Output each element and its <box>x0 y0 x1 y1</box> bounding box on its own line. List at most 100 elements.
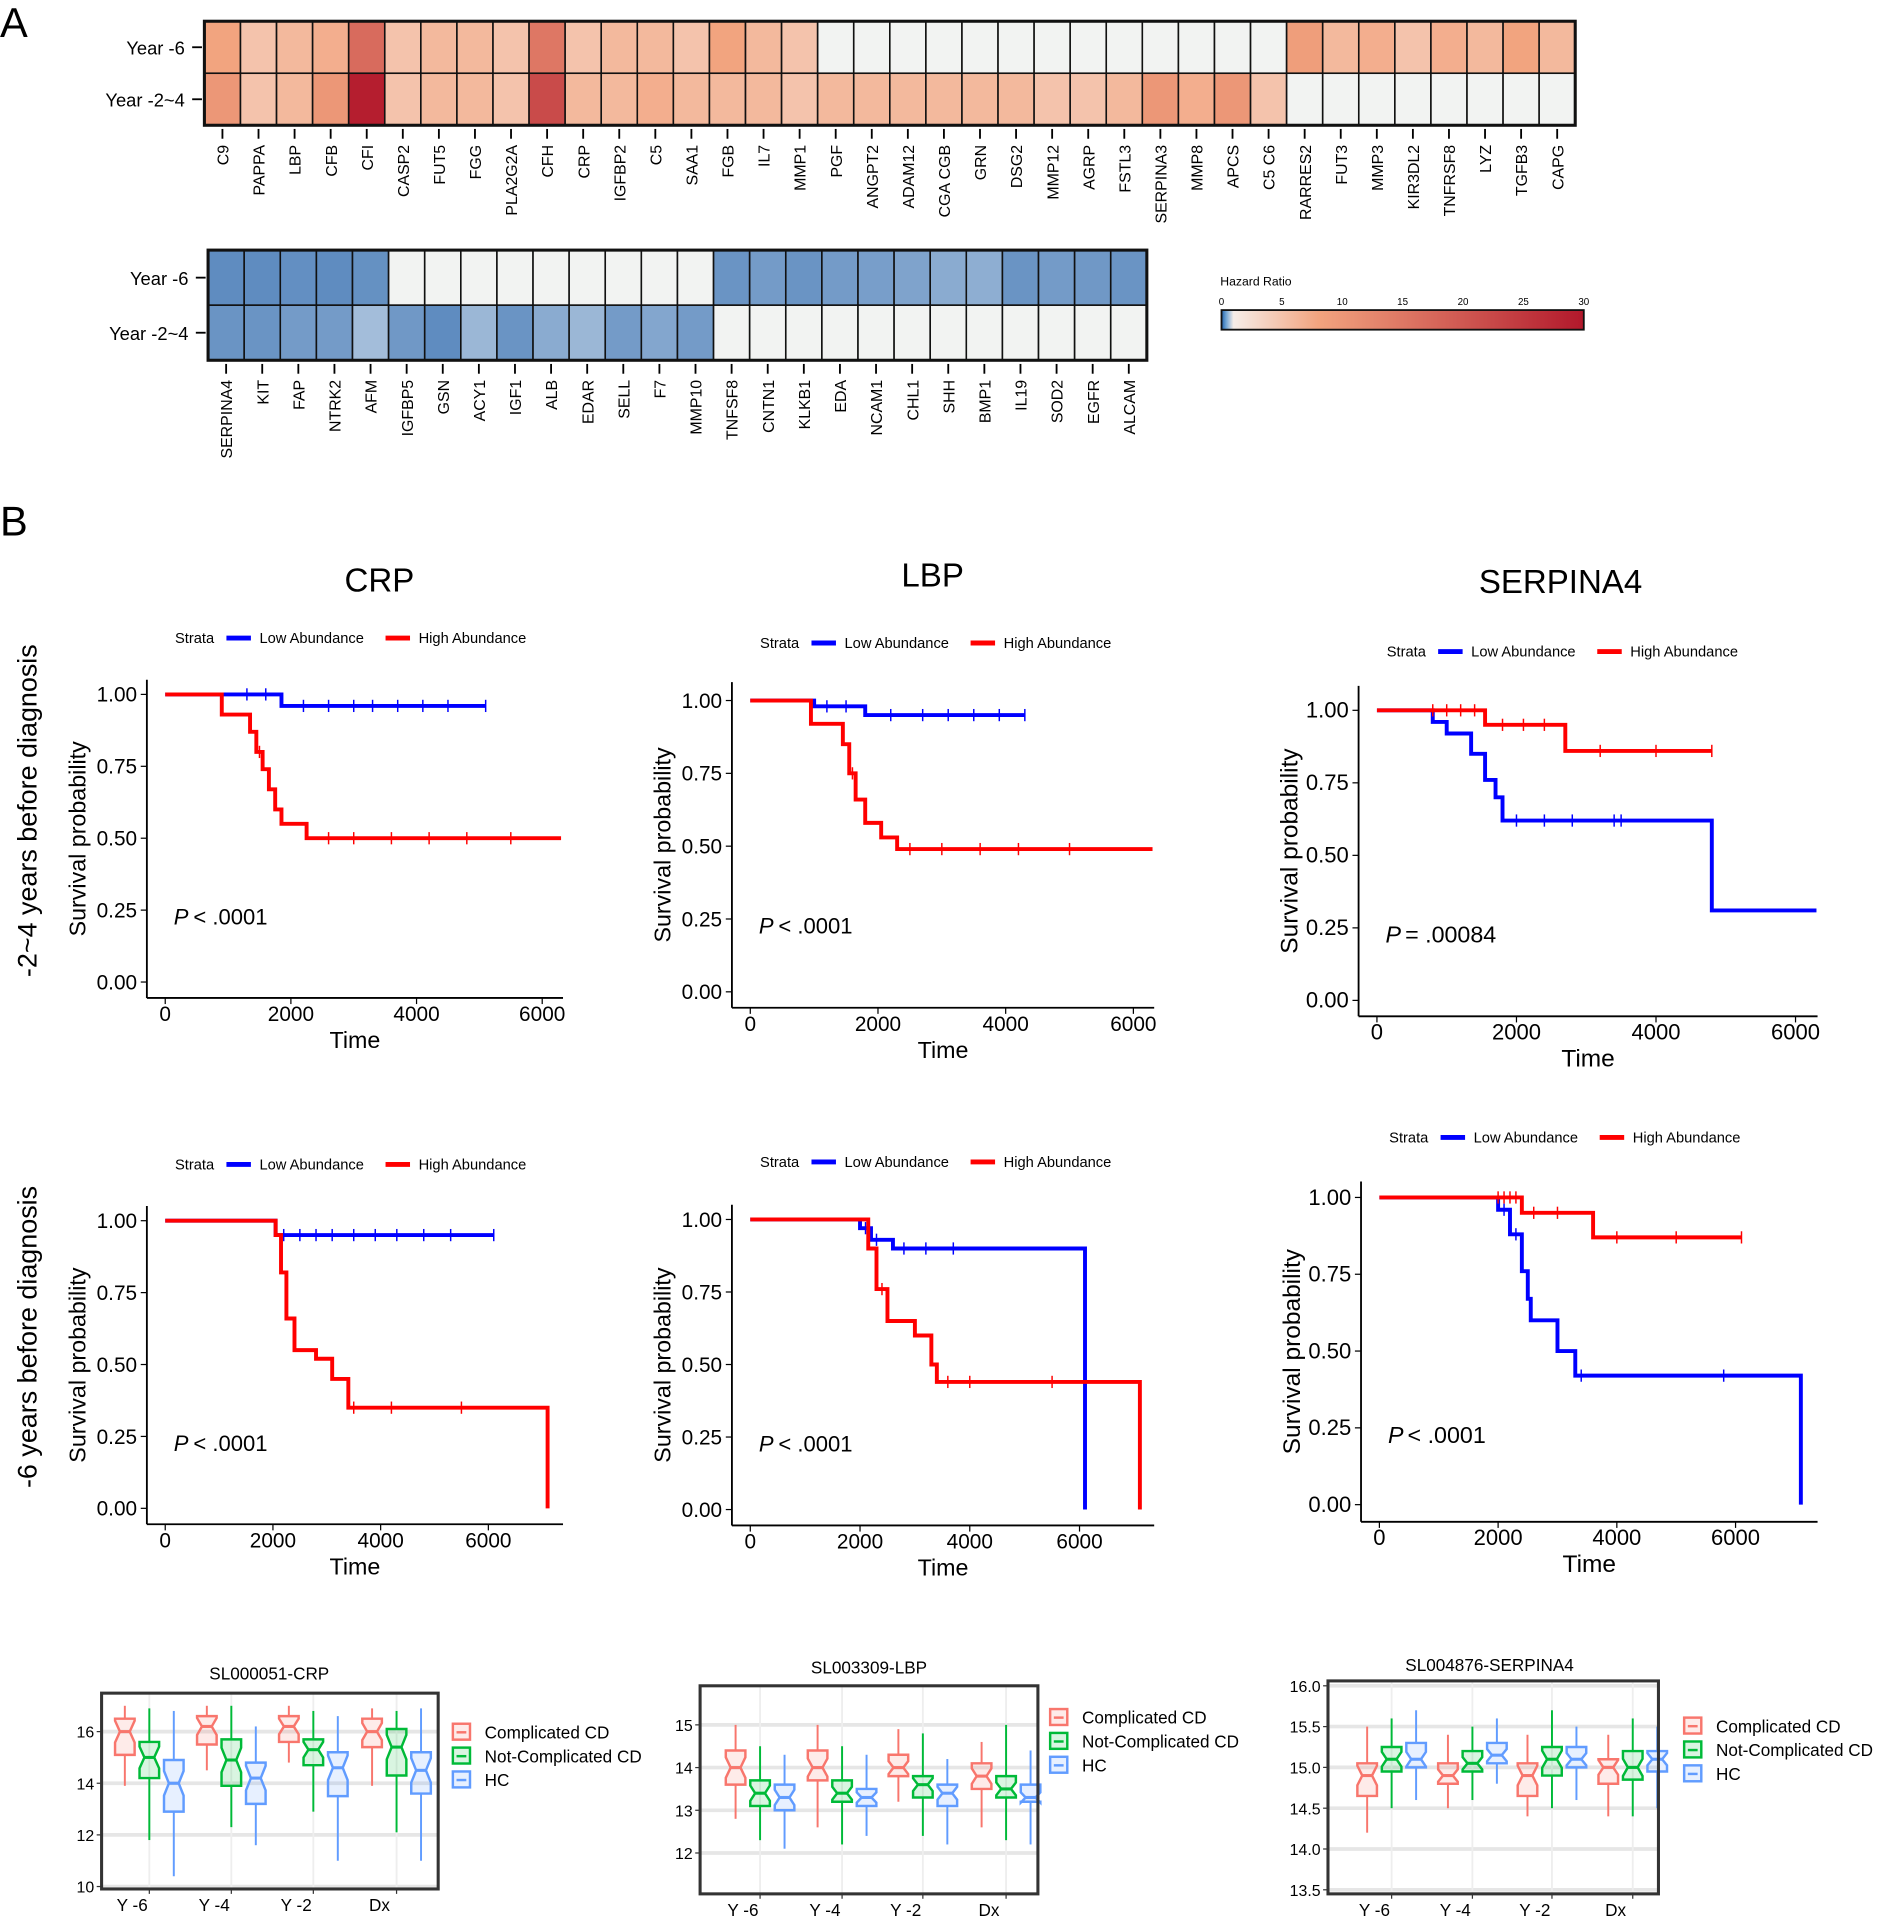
y-tick-label: 0.25 <box>97 1426 137 1449</box>
y-tick-label: 14.5 <box>1290 1801 1321 1818</box>
x-axis-label: Time <box>330 1027 381 1053</box>
x-tick-label: Y -4 <box>809 1900 841 1920</box>
x-tick-label: 4000 <box>1632 1020 1681 1045</box>
heatmap-cell <box>929 249 968 306</box>
heatmap-column-label: CRP <box>576 145 593 179</box>
heatmap-cell <box>1141 20 1180 75</box>
heatmap-cell <box>1394 72 1432 127</box>
x-tick-label: 6000 <box>1711 1525 1760 1550</box>
heatmap-cell <box>1357 72 1396 127</box>
heatmap-column-label: IL7 <box>757 145 774 167</box>
y-axis-label: Survival probability <box>650 1267 676 1463</box>
heatmap-cell <box>243 304 282 362</box>
legend-strata-label: Strata <box>175 1157 215 1173</box>
heatmap-cell <box>821 304 859 362</box>
x-tick-label: Dx <box>978 1900 999 1920</box>
legend-strata-label: Strata <box>1387 644 1427 660</box>
legend-label: High Abundance <box>1633 1130 1741 1146</box>
colorbar-tick-label: 5 <box>1279 297 1285 308</box>
legend-label: High Abundance <box>1630 644 1738 660</box>
heatmap-cell <box>311 72 350 127</box>
x-tick-label: 0 <box>1371 1020 1383 1045</box>
km-lbp-6: Strata Low Abundance High Abundance 0.00 0.2… <box>650 1155 1155 1581</box>
notched-box <box>911 1774 934 1799</box>
x-tick-label: 4000 <box>358 1529 404 1552</box>
heatmap-row-label: Year -2~4 <box>109 323 188 344</box>
heatmap-cell <box>784 249 823 306</box>
heatmap-row-label: Year -6 <box>130 268 188 289</box>
heatmap-cell <box>1105 20 1144 75</box>
heatmap-column-label: EDAR <box>580 380 597 424</box>
y-tick-label: 16 <box>77 1725 95 1742</box>
x-tick-label: 4000 <box>393 1003 439 1026</box>
legend-label: High Abundance <box>1004 636 1112 652</box>
heatmap-cell <box>1033 20 1071 75</box>
heatmap-column-label: CFB <box>324 145 341 177</box>
heatmap-cell <box>532 304 570 362</box>
notched-box <box>113 1717 136 1757</box>
legend-label: HC <box>1716 1764 1741 1784</box>
heatmap-cell <box>712 249 751 306</box>
heatmap-cell <box>243 249 282 306</box>
notched-box <box>806 1749 829 1782</box>
heatmap-cell <box>816 20 855 75</box>
survival-curve-high <box>750 1217 1142 1510</box>
notched-box <box>326 1751 349 1798</box>
y-tick-label: 1.00 <box>682 690 722 713</box>
heatmap-cell <box>893 249 931 306</box>
heatmap-column-label: IL19 <box>1014 380 1031 411</box>
heatmap-column-label: FUT3 <box>1334 145 1351 185</box>
survival-curve-high <box>165 1218 550 1509</box>
boxplot-title: SL004876-SERPINA4 <box>1405 1655 1574 1675</box>
heatmap-cell <box>1285 72 1324 127</box>
heatmap-cell <box>1430 20 1468 75</box>
survival-curve-low <box>750 1217 1087 1510</box>
plot-frame <box>698 1684 1040 1896</box>
heatmap-column-label: ANGPT2 <box>865 145 882 209</box>
heatmap-cell <box>564 72 603 127</box>
y-tick-label: 0.00 <box>97 1498 137 1521</box>
notched-box <box>1485 1741 1508 1765</box>
p-value-symbol: P <box>759 1432 774 1457</box>
boxplot-9: SL000051-CRP 10 12 14 16 Y -6 Y -4 Y -2 Dx Compli… <box>77 1664 642 1915</box>
heatmap-column-label: SOD2 <box>1050 380 1067 423</box>
heatmap-cell <box>1502 72 1540 127</box>
heatmap-column-label: CFI <box>360 145 377 171</box>
heatmap-column-label: TNFSF8 <box>725 380 742 440</box>
heatmap-column-label: F7 <box>653 380 670 399</box>
heatmap-cell <box>1430 72 1468 127</box>
p-value-symbol: P <box>174 905 189 930</box>
heatmap-column-label: FGG <box>468 145 485 179</box>
heatmap-column-label: ALB <box>544 380 561 410</box>
heatmap-column-label: APCS <box>1226 145 1243 188</box>
y-tick-label: 0.75 <box>1308 1262 1351 1287</box>
heatmap-cell <box>564 20 603 75</box>
heatmap-cell <box>676 249 715 306</box>
heatmap-column-label: EGFR <box>1086 380 1103 424</box>
x-tick-label: 2000 <box>1492 1020 1541 1045</box>
increased-hazard-heatmap: Year -6 Year -2~4 C9 PAPPA LBP CFB CFI CASP2 FUT… <box>105 19 1577 224</box>
y-tick-label: 0.25 <box>1306 915 1349 940</box>
heatmap-cell <box>239 72 278 127</box>
heatmap-cell <box>672 72 711 127</box>
heatmap-column-label: LYZ <box>1478 145 1495 173</box>
heatmap-row-label: Year -2~4 <box>105 90 184 111</box>
legend-label: Complicated CD <box>485 1722 610 1742</box>
notched-box <box>277 1714 300 1744</box>
y-tick-label: 14 <box>675 1761 693 1778</box>
x-tick-label: 0 <box>159 1003 171 1026</box>
heatmap-column-label: KLKB1 <box>797 380 814 430</box>
row-label-2-4-years: -2~4 years before diagnosis <box>13 644 43 977</box>
legend-label: Low Abundance <box>1474 1130 1578 1146</box>
p-value-text: < .0001 <box>778 1432 852 1457</box>
boxplot-title: SL003309-LBP <box>811 1658 927 1678</box>
heatmap-cell <box>1177 20 1216 75</box>
heatmap-column-label: MMP1 <box>793 145 810 191</box>
heatmap-cell <box>961 72 999 127</box>
heatmap-cell <box>460 249 498 306</box>
legend-label: High Abundance <box>419 1157 527 1173</box>
survival-curve-high <box>750 698 1153 852</box>
x-tick-label: 6000 <box>1056 1531 1102 1554</box>
heatmap-cell <box>1109 304 1148 362</box>
y-tick-label: 0.25 <box>1308 1415 1351 1440</box>
